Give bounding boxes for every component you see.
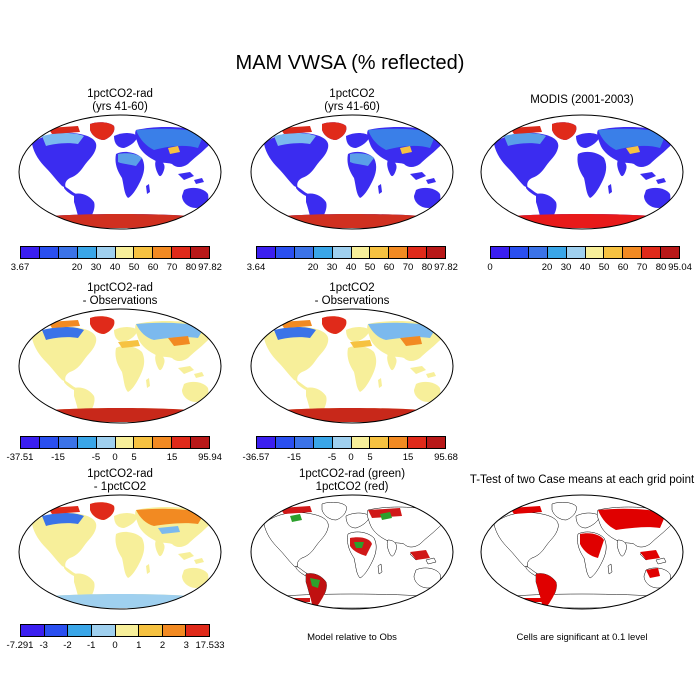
- figure-title: MAM VWSA (% reflected): [235, 52, 465, 74]
- tick-label: 0: [112, 640, 118, 651]
- tick-label: 15: [402, 452, 414, 463]
- map-ttest: [480, 494, 684, 610]
- map-1pctco2-rad: [18, 114, 222, 230]
- tick-label: 2: [159, 640, 166, 651]
- tick-label: -15: [287, 452, 301, 463]
- tick-label: 70: [636, 262, 648, 273]
- panel-title-line2: (yrs 41-60): [92, 101, 148, 113]
- tick-label: 5: [131, 452, 137, 463]
- map-1pctco2-rad-minus-obs: [18, 308, 222, 424]
- tick-label: 80: [421, 262, 433, 273]
- tick-label: 40: [579, 262, 591, 273]
- colorbar: [256, 436, 446, 449]
- tick-label: 60: [383, 262, 395, 273]
- tick-label: 1: [136, 640, 142, 651]
- tick-label: 80: [655, 262, 667, 273]
- tick-label: 40: [109, 262, 121, 273]
- panel-note: Model relative to Obs: [307, 632, 397, 643]
- tick-label: 20: [307, 262, 319, 273]
- colorbar-ticks: 0 20 30 40 50 60 70 80 95.04: [487, 262, 692, 276]
- colorbar: [490, 246, 680, 259]
- tick-label: -5: [327, 452, 337, 463]
- colorbar: [20, 624, 210, 637]
- tick-label: -36.57: [242, 452, 270, 463]
- tick-label: 50: [128, 262, 140, 273]
- colorbar-ticks: -37.51 -15 -5 0 5 15 95.94: [7, 452, 222, 466]
- map-significance-model-vs-obs: [250, 494, 454, 610]
- panel-note: Cells are significant at 0.1 level: [516, 632, 648, 643]
- tick-label: 97.82: [434, 262, 458, 273]
- colorbar-ticks: 3.67 20 30 40 50 60 70 80 97.82: [11, 262, 222, 276]
- tick-label: -15: [51, 452, 65, 463]
- tick-label: 30: [326, 262, 338, 273]
- tick-label: 0: [487, 262, 493, 273]
- tick-label: 0: [112, 452, 118, 463]
- tick-label: 30: [560, 262, 572, 273]
- panel-title-line2: 1pctCO2 (red): [315, 481, 389, 493]
- colorbar-ticks: 3.64 20 30 40 50 60 70 80 97.82: [247, 262, 458, 276]
- colorbar: [20, 436, 210, 449]
- tick-label: 70: [166, 262, 178, 273]
- tick-label: 97.82: [198, 262, 222, 273]
- panel-title-line1: 1pctCO2-rad: [87, 88, 153, 100]
- panel-title-line2: - 1pctCO2: [93, 481, 147, 493]
- panel-title-line1: 1pctCO2: [329, 282, 375, 294]
- panel-title-line2: (yrs 41-60): [324, 101, 380, 113]
- map-1pctco2-rad-minus-1pctco2: [18, 494, 222, 610]
- tick-label: 95.68: [434, 452, 458, 463]
- panel-title-line1: T-Test of two Case means at each grid po…: [469, 474, 695, 486]
- tick-label: 5: [367, 452, 373, 463]
- tick-label: -7.291: [6, 640, 34, 651]
- tick-label: -1: [87, 640, 96, 651]
- tick-label: 3.64: [246, 262, 266, 273]
- map-1pctco2: [250, 114, 454, 230]
- tick-label: 30: [90, 262, 102, 273]
- tick-label: 60: [147, 262, 159, 273]
- colorbar: [256, 246, 446, 259]
- colorbar: [20, 246, 210, 259]
- tick-label: 95.94: [198, 452, 222, 463]
- tick-label: 50: [364, 262, 376, 273]
- tick-label: 80: [185, 262, 197, 273]
- tick-label: 20: [71, 262, 83, 273]
- colorbar-ticks: -36.57 -15 -5 0 5 15 95.68: [243, 452, 458, 466]
- tick-label: 15: [166, 452, 178, 463]
- tick-label: 20: [541, 262, 553, 273]
- tick-label: -5: [91, 452, 101, 463]
- tick-label: 0: [348, 452, 354, 463]
- panel-title-line2: - Observations: [82, 295, 158, 307]
- tick-label: 17.533: [195, 640, 225, 651]
- tick-label: 40: [345, 262, 357, 273]
- tick-label: 95.04: [668, 262, 692, 273]
- panel-title-line2: - Observations: [314, 295, 390, 307]
- map-modis: [480, 114, 684, 230]
- panel-title-line1: MODIS (2001-2003): [530, 94, 634, 106]
- tick-label: 70: [402, 262, 414, 273]
- tick-label: -3: [39, 640, 48, 651]
- tick-label: 60: [617, 262, 629, 273]
- panel-title-line1: 1pctCO2-rad: [87, 468, 153, 480]
- tick-label: 3: [183, 640, 189, 651]
- tick-label: 3.67: [10, 262, 30, 273]
- panel-title-line1: 1pctCO2-rad: [87, 282, 153, 294]
- colorbar-ticks: -7.291 -3 -2 -1 0 1 2 3 17.533: [7, 640, 225, 654]
- panel-title-line1: 1pctCO2-rad (green): [298, 468, 406, 480]
- tick-label: -2: [63, 640, 72, 651]
- tick-label: 50: [598, 262, 610, 273]
- panel-title-line1: 1pctCO2: [329, 88, 375, 100]
- map-1pctco2-minus-obs: [250, 308, 454, 424]
- tick-label: -37.51: [6, 452, 34, 463]
